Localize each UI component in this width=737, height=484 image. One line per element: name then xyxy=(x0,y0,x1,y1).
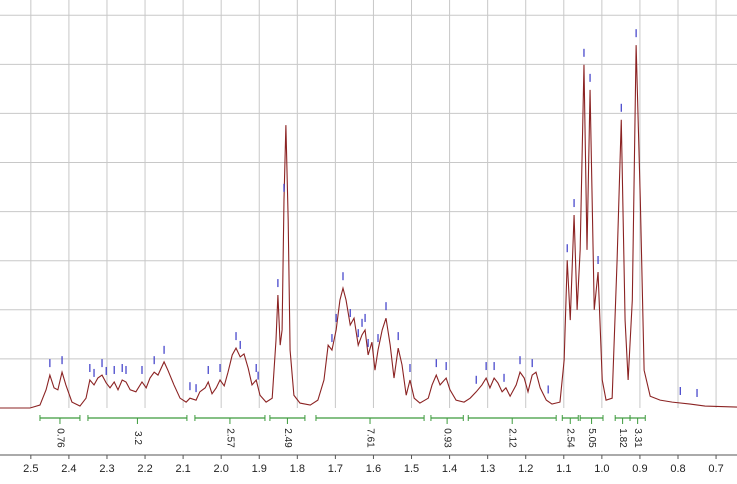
integral-label: 1.82 xyxy=(617,428,628,448)
x-tick-label: 1.9 xyxy=(252,463,267,475)
integral-label: 2.12 xyxy=(507,428,518,448)
x-tick-label: 1.2 xyxy=(518,463,533,475)
integral-label: 2.57 xyxy=(224,428,235,448)
x-tick-label: 2.1 xyxy=(175,463,190,475)
spectrum-line xyxy=(0,45,737,409)
integral-label: 0.93 xyxy=(441,428,452,448)
x-tick-label: 2.5 xyxy=(23,463,38,475)
x-tick-label: 0.7 xyxy=(708,463,723,475)
x-tick-label: 1.3 xyxy=(480,463,495,475)
integral-label: 2.49 xyxy=(282,428,293,448)
x-tick-label: 1.5 xyxy=(404,463,419,475)
x-tick-label: 1.4 xyxy=(442,463,457,475)
x-tick-label: 0.8 xyxy=(670,463,685,475)
integral-label: 7.61 xyxy=(364,428,375,448)
x-tick-label: 2.0 xyxy=(214,463,229,475)
integral-label: 2.54 xyxy=(565,428,576,448)
x-tick-label: 2.3 xyxy=(99,463,114,475)
x-tick-label: 0.9 xyxy=(632,463,647,475)
x-tick-label: 1.8 xyxy=(290,463,305,475)
x-tick-label: 1.7 xyxy=(328,463,343,475)
integral-label: 5.05 xyxy=(586,428,597,448)
integral-label: 0.76 xyxy=(54,428,65,448)
x-tick-label: 1.6 xyxy=(366,463,381,475)
integral-label: 3.31 xyxy=(632,428,643,448)
integral-label: 3.2 xyxy=(132,431,143,445)
x-tick-label: 1.1 xyxy=(556,463,571,475)
x-tick-label: 2.4 xyxy=(61,463,76,475)
x-tick-label: 2.2 xyxy=(137,463,152,475)
x-tick-label: 1.0 xyxy=(594,463,609,475)
